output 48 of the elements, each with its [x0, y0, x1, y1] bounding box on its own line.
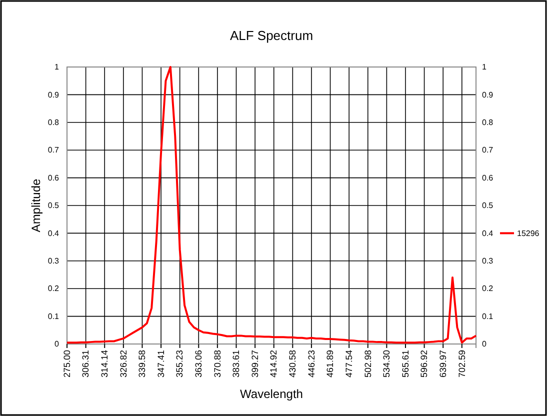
y2-tick-label: 0.3 — [482, 256, 494, 266]
y2-tick-label: 0.6 — [482, 173, 494, 182]
y-tick-label: 0 — [54, 340, 60, 349]
x-axis-title: Wavelength — [240, 387, 303, 401]
legend-label: 15296 — [517, 228, 540, 238]
x-tick-label: 275.00 — [62, 350, 72, 378]
y2-tick-label: 1 — [482, 62, 487, 72]
y-tick-label: 0.4 — [48, 228, 60, 238]
y-axis-title: Amplitude — [29, 178, 43, 232]
x-tick-label: 339.58 — [137, 350, 148, 378]
y-tick-label: 0.6 — [48, 173, 60, 182]
y2-tick-label: 0.5 — [482, 201, 494, 210]
x-tick-label: 461.89 — [325, 350, 336, 378]
x-tick-label: 363.06 — [194, 350, 204, 378]
y-tick-label: 0.3 — [48, 256, 60, 266]
x-tick-label: 702.59 — [456, 350, 467, 378]
y-tick-label: 0.7 — [48, 146, 60, 155]
y2-tick-label: 0.2 — [482, 284, 494, 294]
y2-tick-label: 0.8 — [482, 118, 494, 127]
x-tick-label: 639.97 — [438, 350, 448, 378]
x-tick-label: 565.61 — [400, 350, 410, 378]
y-tick-label: 0.2 — [48, 284, 60, 294]
x-tick-label: 477.54 — [344, 350, 354, 378]
y-tick-label: 1 — [54, 62, 60, 72]
y-tick-label: 0.8 — [48, 118, 60, 127]
x-tick-label: 326.82 — [118, 350, 128, 378]
x-tick-label: 383.61 — [231, 350, 242, 378]
x-tick-label: 306.31 — [80, 350, 91, 378]
x-tick-label: 347.41 — [156, 350, 166, 378]
y-tick-label: 0.9 — [48, 90, 60, 100]
y2-tick-label: 0.7 — [482, 146, 494, 155]
y-tick-label: 0.5 — [48, 201, 60, 210]
y2-tick-label: 0 — [482, 340, 487, 349]
x-tick-label: 399.27 — [250, 350, 260, 378]
chart-title: ALF Spectrum — [230, 28, 314, 43]
x-tick-label: 414.92 — [268, 350, 279, 378]
x-tick-label: 370.88 — [212, 350, 222, 378]
x-tick-label: 430.58 — [288, 350, 298, 378]
y2-tick-label: 0.9 — [482, 90, 494, 100]
x-tick-label: 534.30 — [382, 350, 392, 378]
x-tick-label: 502.98 — [362, 350, 373, 378]
x-tick-label: 596.92 — [419, 350, 430, 378]
x-tick-label: 446.23 — [306, 350, 316, 378]
y2-tick-label: 0.1 — [482, 312, 494, 321]
y-tick-label: 0.1 — [48, 312, 60, 321]
x-tick-label: 314.14 — [99, 350, 110, 378]
y2-tick-label: 0.4 — [482, 228, 494, 238]
x-tick-label: 355.23 — [174, 350, 185, 378]
